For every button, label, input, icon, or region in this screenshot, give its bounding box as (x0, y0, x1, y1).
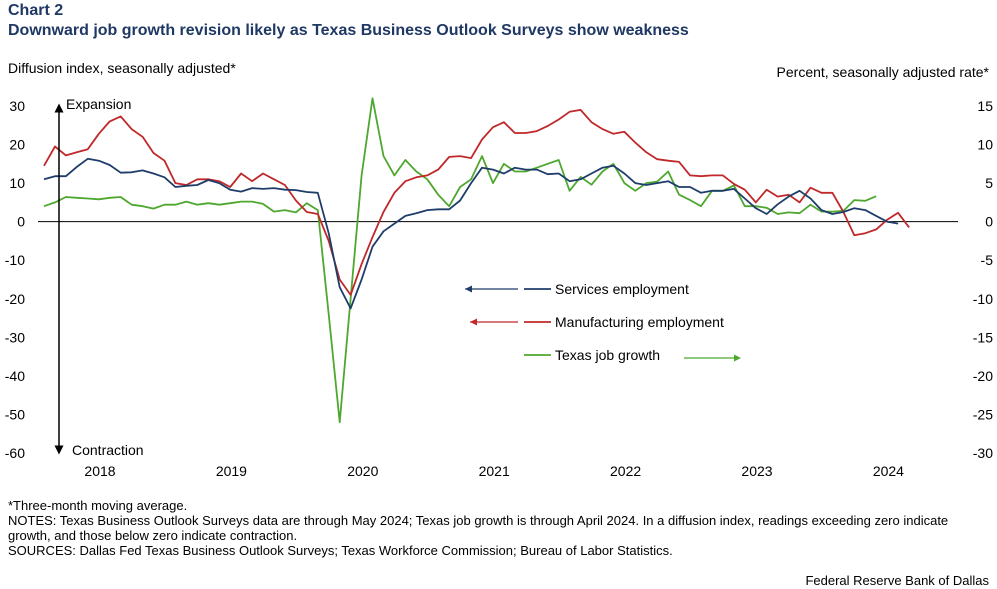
left-tick-label: 0 (17, 214, 25, 230)
x-tick-label: 2023 (741, 463, 772, 479)
right-tick-label: -15 (973, 329, 993, 345)
x-tick-label: 2018 (84, 463, 115, 479)
x-tick-label: 2021 (479, 463, 510, 479)
chart-title: Downward job growth revision likely as T… (8, 22, 689, 39)
footnote: *Three-month moving average. (8, 498, 188, 513)
right-tick-label: 0 (985, 214, 993, 230)
legend-label-manufacturing-employment: Manufacturing employment (555, 314, 724, 330)
expansion-label: Expansion (66, 96, 131, 112)
manufacturing-employmentline (43, 109, 910, 296)
left-tick-label: 10 (9, 175, 25, 191)
right-tick-label: -10 (973, 291, 993, 307)
right-tick-label: -25 (973, 406, 993, 422)
contraction-label: Contraction (72, 442, 144, 458)
right-axis-title: Percent, seasonally adjusted rate* (776, 64, 989, 80)
left-tick-label: 20 (9, 137, 25, 153)
texas-job-growthline (43, 97, 877, 424)
left-tick-label: -50 (5, 406, 25, 422)
right-tick-label: -30 (973, 445, 993, 461)
x-tick-label: 2024 (873, 463, 904, 479)
chart-plot: 30 20 10 0 -10 -20 -30 -40 -50 -60 15 10 5 0 -5 -10 -15 -… (5, 96, 994, 479)
right-tick-label: 15 (977, 98, 993, 114)
sources: SOURCES: Dallas Fed Texas Business Outlo… (8, 543, 673, 558)
left-tick-label: -60 (5, 445, 25, 461)
left-tick-label: -30 (5, 329, 25, 345)
services-employmentline (43, 157, 899, 310)
credit: Federal Reserve Bank of Dallas (805, 573, 989, 588)
left-tick-label: -40 (5, 368, 25, 384)
legend-label-texas-job-growth: Texas job growth (555, 347, 660, 363)
left-tick-label: 30 (9, 98, 25, 114)
legend-arrowhead-services-employment (465, 285, 472, 293)
x-tick-label: 2020 (347, 463, 378, 479)
left-tick-label: -20 (5, 291, 25, 307)
left-axis-title: Diffusion index, seasonally adjusted* (8, 60, 236, 76)
x-tick-label: 2022 (610, 463, 641, 479)
legend-arrowhead-manufacturing-employment (470, 318, 477, 326)
x-tick-label: 2019 (216, 463, 247, 479)
chart-label: Chart 2 (8, 2, 64, 19)
right-tick-label: 10 (977, 137, 993, 153)
left-tick-label: -10 (5, 252, 25, 268)
right-tick-label: -5 (981, 252, 994, 268)
notes: NOTES: Texas Business Outlook Surveys da… (8, 513, 949, 543)
right-tick-label: -20 (973, 368, 993, 384)
footer-notes: *Three-month moving average. NOTES: Texa… (8, 498, 983, 558)
legend-label-services-employment: Services employment (555, 281, 689, 297)
right-tick-label: 5 (985, 175, 993, 191)
legend-arrowhead-texas-job-growth (734, 354, 741, 362)
